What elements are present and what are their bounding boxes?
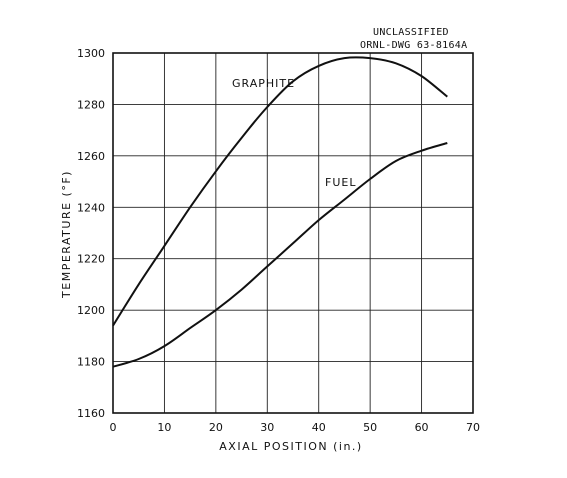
y-tick-label: 1200 [77,304,105,317]
y-tick-label: 1180 [77,356,105,369]
x-tick-label: 70 [466,421,480,434]
series-line-graphite [112,56,448,327]
x-tick-label: 40 [312,421,326,434]
x-tick-labels: 0 10 20 30 40 50 60 70 [110,421,481,434]
y-tick-label: 1300 [77,47,105,60]
y-tick-label: 1280 [77,98,105,111]
classification-stamp: UNCLASSIFIED [373,27,449,38]
y-tick-label: 1220 [77,253,105,266]
series-line-fuel [112,142,448,368]
series-label-graphite: GRAPHITE [232,77,295,90]
series-label-fuel: FUEL [325,176,356,189]
y-tick-label: 1260 [77,150,105,163]
y-tick-labels: 1160 1180 1200 1220 1240 1260 1280 1300 [77,47,105,420]
x-tick-label: 10 [157,421,171,434]
y-tick-label: 1160 [77,407,105,420]
x-tick-label: 30 [260,421,274,434]
x-axis-title: AXIAL POSITION (in.) [219,440,362,453]
x-tick-label: 50 [363,421,377,434]
x-tick-label: 60 [415,421,429,434]
plot-frame [112,52,474,414]
y-tick-label: 1240 [77,201,105,214]
x-tick-label: 20 [209,421,223,434]
y-axis-title: TEMPERATURE (°F) [60,170,73,299]
x-tick-label: 0 [110,421,117,434]
drawing-number: ORNL-DWG 63-8164A [360,40,467,51]
